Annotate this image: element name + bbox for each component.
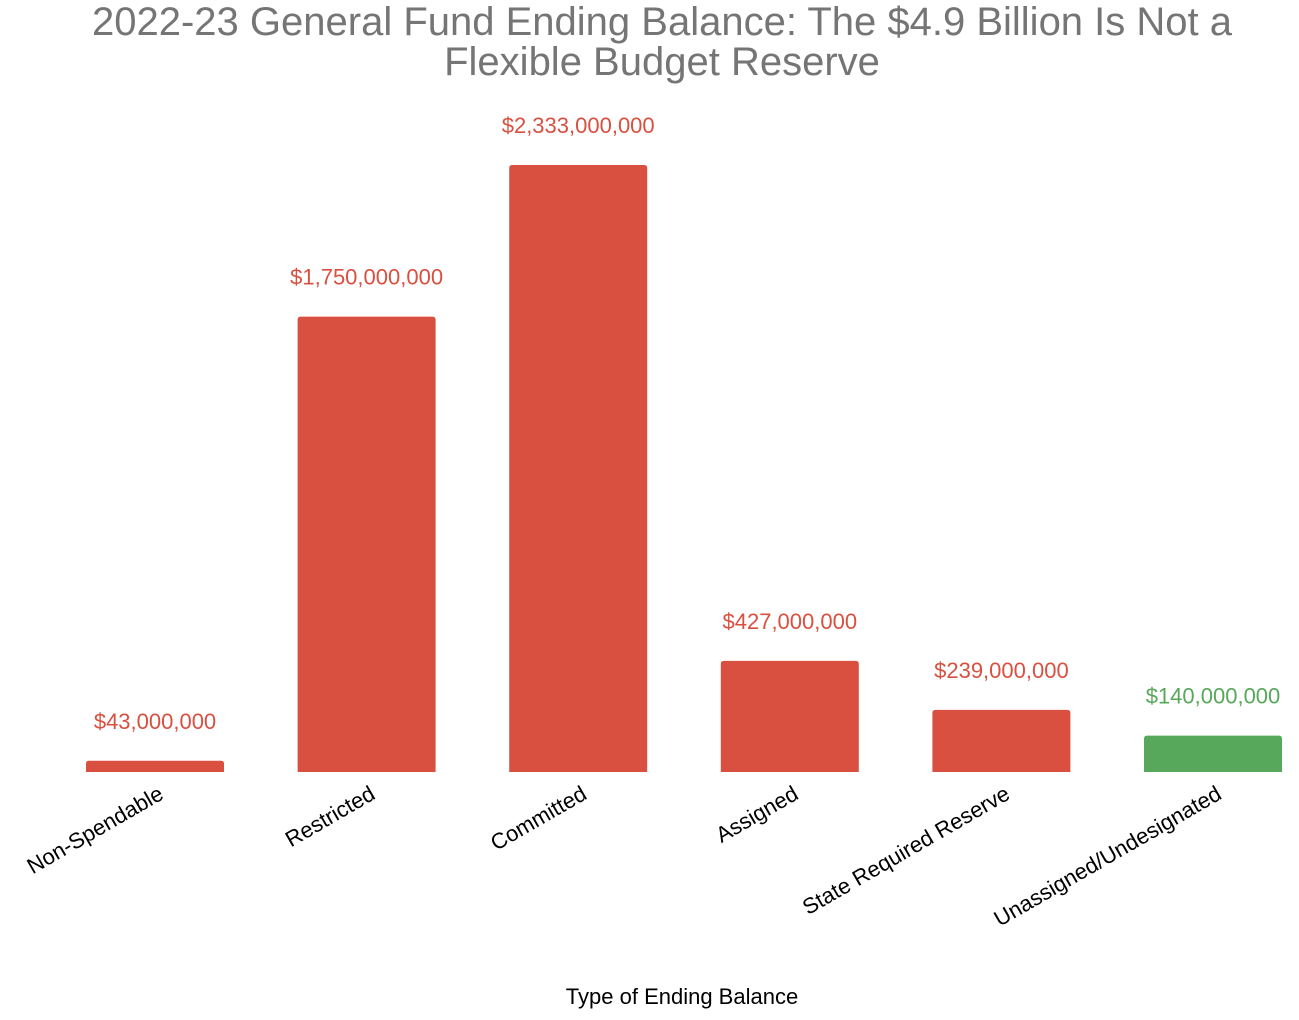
x-tick-label: Committed xyxy=(486,781,591,856)
bar-value-label: $239,000,000 xyxy=(934,658,1069,683)
chart-title: 2022-23 General Fund Ending Balance: The… xyxy=(0,2,1299,82)
value-labels-layer: $43,000,000 $1,750,000,000 $2,333,000,000 $… xyxy=(94,113,1280,734)
x-tick-label: Restricted xyxy=(281,781,379,852)
bar-value-label: $140,000,000 xyxy=(1146,684,1281,709)
bar-state-required-reserve xyxy=(932,709,1071,772)
bar-restricted xyxy=(297,316,436,772)
bar-assigned xyxy=(720,660,859,772)
x-tick-label: Non-Spendable xyxy=(23,781,168,879)
bars-layer xyxy=(86,165,1282,772)
x-axis-title: Type of Ending Balance xyxy=(566,984,798,1009)
chart-title-text: 2022-23 General Fund Ending Balance: The… xyxy=(92,0,1232,84)
bar-committed xyxy=(509,165,648,772)
bar-value-label: $1,750,000,000 xyxy=(290,265,443,290)
x-tick-label: State Required Reserve xyxy=(798,781,1014,920)
bar-value-label: $2,333,000,000 xyxy=(502,113,655,138)
bar-value-label: $427,000,000 xyxy=(723,609,858,634)
bar-unassigned-undesignated xyxy=(1144,735,1282,772)
x-tick-label: Assigned xyxy=(711,781,802,848)
bar-non-spendable xyxy=(86,760,224,772)
tick-labels-layer: Non-Spendable Restricted Committed Assigned… xyxy=(23,781,1226,932)
x-tick-label: Unassigned/Undesignated xyxy=(989,781,1225,932)
bar-value-label: $43,000,000 xyxy=(94,709,216,734)
